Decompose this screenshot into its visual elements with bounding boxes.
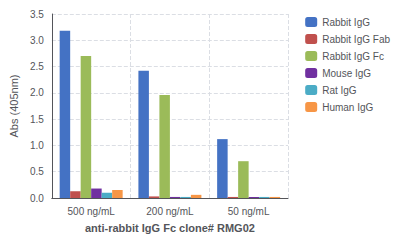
svg-text:Rabbit IgG: Rabbit IgG [322, 17, 370, 28]
svg-text:1.0: 1.0 [30, 140, 44, 151]
svg-text:Human IgG: Human IgG [322, 102, 373, 113]
svg-text:Mouse IgG: Mouse IgG [322, 68, 371, 79]
svg-text:Rat IgG: Rat IgG [322, 85, 357, 96]
svg-text:Abs (405nm): Abs (405nm) [8, 75, 20, 138]
svg-text:anti-rabbit IgG Fc clone# RMG0: anti-rabbit IgG Fc clone# RMG02 [85, 222, 255, 234]
svg-text:1.5: 1.5 [30, 114, 44, 125]
svg-text:2.5: 2.5 [30, 61, 44, 72]
svg-text:Rabbit IgG Fab: Rabbit IgG Fab [322, 34, 390, 45]
svg-text:2.0: 2.0 [30, 87, 44, 98]
svg-text:Rabbit IgG Fc: Rabbit IgG Fc [322, 51, 384, 62]
svg-text:0.5: 0.5 [30, 166, 44, 177]
svg-text:3.5: 3.5 [30, 9, 44, 20]
svg-text:200 ng/mL: 200 ng/mL [146, 206, 194, 217]
svg-text:50 ng/mL: 50 ng/mL [228, 206, 270, 217]
svg-text:3.0: 3.0 [30, 35, 44, 46]
svg-text:500 ng/mL: 500 ng/mL [68, 206, 116, 217]
svg-text:0.0: 0.0 [30, 193, 44, 204]
